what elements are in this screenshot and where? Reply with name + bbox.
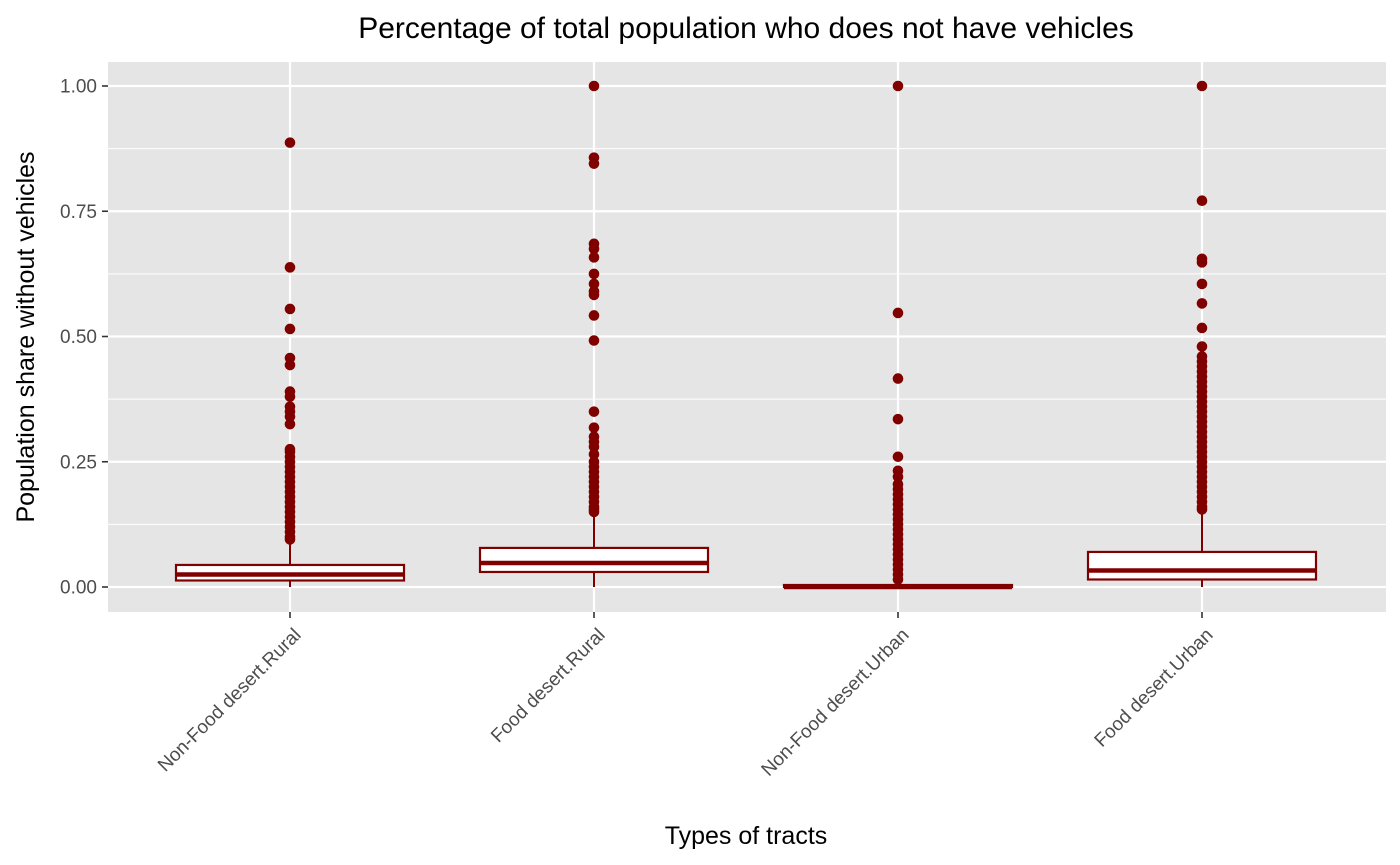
x-tick-label: Non-Food desert.Urban bbox=[758, 625, 914, 781]
x-tick-label: Food desert.Rural bbox=[487, 625, 609, 747]
outlier-point bbox=[1196, 322, 1208, 334]
outlier-point bbox=[588, 278, 600, 290]
y-axis-title: Population share without vehicles bbox=[12, 151, 40, 522]
outlier-point bbox=[588, 80, 600, 92]
outlier-point bbox=[588, 158, 600, 169]
outlier-point bbox=[588, 441, 600, 453]
box-iqr bbox=[478, 546, 710, 574]
outlier-point bbox=[588, 406, 600, 417]
outlier-point bbox=[892, 307, 904, 319]
y-tick-label: 1.00 bbox=[60, 77, 97, 98]
outlier-point bbox=[588, 448, 600, 460]
box-iqr bbox=[1086, 550, 1318, 581]
outlier-point bbox=[284, 411, 296, 422]
box-series bbox=[174, 80, 1318, 590]
outlier-point bbox=[1196, 298, 1208, 309]
outlier-point bbox=[284, 262, 296, 273]
outlier-point bbox=[1196, 80, 1208, 92]
outlier-point bbox=[284, 323, 296, 335]
y-axis: 0.00 0.25 0.50 0.75 1.00 bbox=[60, 77, 108, 599]
y-tick-label: 0.00 bbox=[60, 578, 97, 599]
outlier-point bbox=[892, 574, 904, 585]
outlier-point bbox=[588, 243, 600, 255]
y-tick-label: 0.25 bbox=[60, 452, 97, 473]
outlier-point bbox=[1196, 341, 1208, 352]
x-axis: Non-Food desert.Rural Food desert.Rural No… bbox=[154, 612, 1218, 781]
outlier-point bbox=[588, 268, 600, 280]
outlier-point bbox=[892, 373, 904, 384]
outlier-point bbox=[588, 422, 600, 433]
outlier-point bbox=[1196, 504, 1208, 515]
outlier-point bbox=[892, 413, 904, 425]
outlier-point bbox=[892, 451, 904, 463]
chart-title: Percentage of total population who does … bbox=[358, 12, 1134, 45]
x-tick-label: Non-Food desert.Rural bbox=[154, 625, 306, 777]
outlier-point bbox=[284, 418, 296, 430]
outlier-point bbox=[284, 303, 296, 315]
outlier-point bbox=[1196, 195, 1208, 207]
y-tick-label: 0.50 bbox=[60, 327, 97, 348]
box-group bbox=[174, 137, 406, 587]
outlier-point bbox=[588, 289, 600, 301]
box-group bbox=[1086, 80, 1318, 587]
box-group bbox=[782, 80, 1014, 590]
outlier-point bbox=[588, 252, 600, 263]
outlier-point bbox=[284, 359, 296, 371]
outlier-point bbox=[284, 534, 296, 545]
outlier-point bbox=[588, 310, 600, 321]
outlier-point bbox=[892, 80, 904, 92]
x-tick-label: Food desert.Urban bbox=[1091, 625, 1218, 752]
outlier-point bbox=[284, 391, 296, 402]
outlier-point bbox=[892, 471, 904, 483]
outlier-point bbox=[588, 335, 600, 346]
outlier-point bbox=[284, 137, 296, 148]
box-group bbox=[478, 80, 710, 587]
y-tick-label: 0.75 bbox=[60, 202, 97, 223]
outlier-point bbox=[1196, 257, 1208, 268]
outlier-point bbox=[1196, 278, 1208, 290]
outlier-point bbox=[588, 506, 600, 518]
x-axis-title: Types of tracts bbox=[665, 822, 828, 850]
